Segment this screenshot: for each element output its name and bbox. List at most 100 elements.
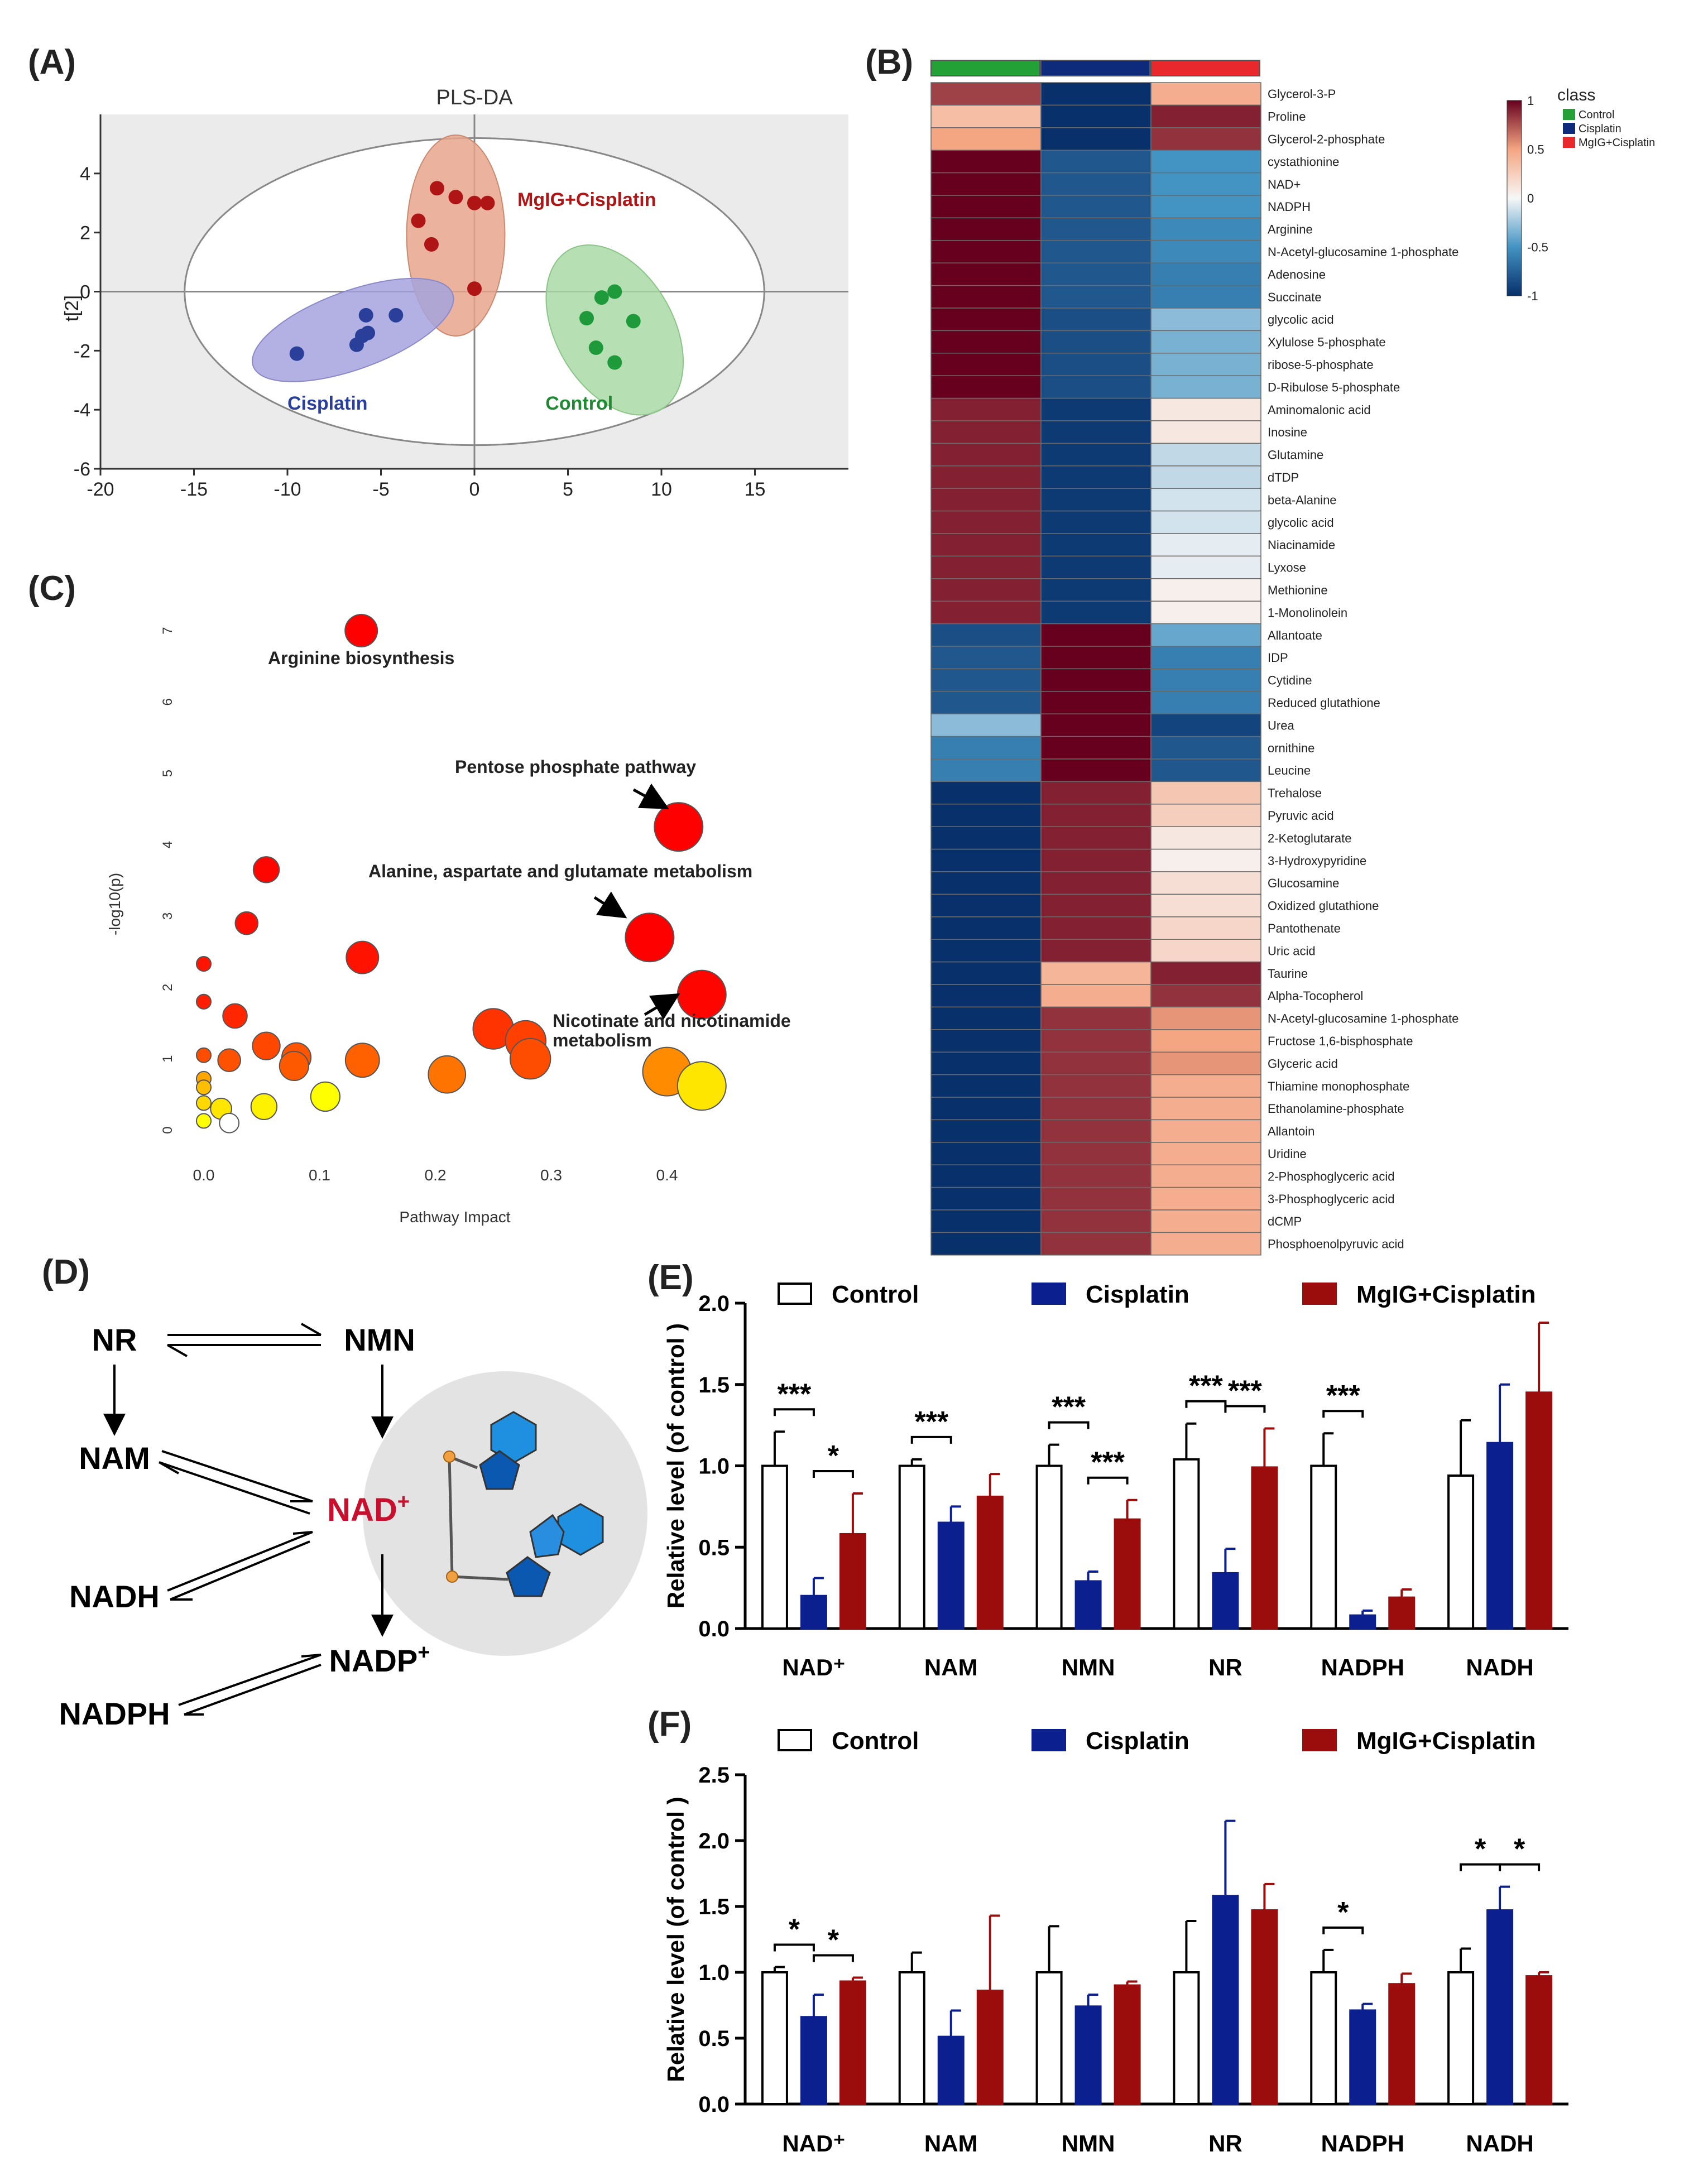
bar — [1212, 1572, 1239, 1630]
heatmap-cell — [1040, 217, 1152, 241]
significance-label: * — [828, 1440, 839, 1472]
scale-tick-label: 0.5 — [1527, 143, 1544, 157]
row-label: Cytidine — [1268, 674, 1312, 688]
x-tick-label: 10 — [651, 479, 672, 500]
significance-bracket — [1087, 1476, 1129, 1485]
heatmap-cell — [1150, 420, 1261, 444]
bar — [1251, 1909, 1278, 2106]
row-label: Allantoin — [1268, 1125, 1314, 1139]
heatmap-cell — [1150, 736, 1261, 760]
pls-point — [430, 181, 444, 196]
heatmap-cell — [1150, 668, 1261, 692]
heatmap-cell — [930, 871, 1042, 895]
pathway-bubble — [195, 1047, 212, 1063]
row-label: ornithine — [1268, 741, 1314, 755]
heatmap-cell — [1040, 758, 1152, 782]
heatmap-cell — [1150, 104, 1261, 128]
heatmap-cell — [1040, 375, 1152, 399]
row-label: NADPH — [1268, 200, 1311, 214]
heatmap-cell — [1040, 1209, 1152, 1233]
pathway-bubble — [344, 1043, 380, 1078]
node-nad-text: NAD — [327, 1492, 397, 1528]
heatmap-cell — [1150, 555, 1261, 579]
label-cisplatin: Cisplatin — [287, 393, 368, 414]
bar — [839, 1980, 866, 2106]
heatmap-cell — [1150, 217, 1261, 241]
heatmap-cell — [1040, 646, 1152, 670]
y-tick-label: 1.0 — [698, 1961, 730, 1985]
bar — [1349, 2009, 1376, 2105]
heatmap-cell — [930, 691, 1042, 714]
significance-label: *** — [1052, 1391, 1086, 1424]
heatmap-cell — [1040, 1164, 1152, 1188]
category-label: NADH — [1466, 2130, 1533, 2156]
bar-chart-e: 0.0 0.5 1.0 1.5 2.0 Relative level (of contro… — [663, 1281, 1568, 1680]
annotation-arginine: Arginine biosynthesis — [268, 648, 454, 668]
row-label: Urea — [1268, 718, 1294, 732]
significance-bracket — [1322, 1926, 1364, 1934]
nad-molecule-icon — [443, 1411, 604, 1597]
heatmap-cell — [930, 104, 1042, 128]
pathway-bubble — [344, 614, 378, 647]
heatmap-cell — [1040, 1051, 1152, 1075]
annotation-nicotinate-2: metabolism — [553, 1030, 652, 1050]
row-label: Phosphoenolpyruvic acid — [1268, 1237, 1404, 1251]
bar — [839, 1533, 866, 1630]
bar — [1251, 1466, 1278, 1630]
row-label: glycolic acid — [1268, 313, 1334, 326]
arrow-nam-nad — [161, 1450, 313, 1502]
bar — [1173, 1971, 1200, 2105]
x-tick-label: -20 — [87, 479, 114, 500]
heatmap-cell — [1150, 82, 1261, 106]
heatmap-cell — [1150, 1051, 1261, 1075]
pls-point — [424, 237, 439, 252]
bar — [937, 2035, 965, 2105]
heatmap-cell — [1040, 262, 1152, 286]
heatmap-cell — [1150, 939, 1261, 963]
row-label: Proline — [1268, 110, 1306, 124]
y-tick-label: 1.5 — [698, 1373, 730, 1397]
pls-point — [361, 325, 376, 340]
bar — [1525, 1391, 1553, 1630]
row-label: Lyxose — [1268, 561, 1306, 575]
y-axis-label: -log10(p) — [106, 873, 123, 935]
heatmap-cell — [1040, 713, 1152, 737]
node-nadp-text: NADP — [329, 1643, 418, 1678]
label-mglg: MgIG+Cisplatin — [517, 189, 656, 210]
y-tick-label: 0 — [160, 1126, 175, 1133]
legend-label: MgIG+Cisplatin — [1356, 1727, 1536, 1755]
category-label: NR — [1208, 1654, 1242, 1680]
pls-point — [594, 290, 609, 305]
node-nadph: NADPH — [59, 1696, 170, 1731]
bar — [1114, 1518, 1141, 1630]
row-label: dCMP — [1268, 1214, 1302, 1228]
category-label: NADPH — [1321, 2130, 1404, 2156]
row-label: Niacinamide — [1268, 538, 1335, 552]
pathway-bubble — [252, 856, 280, 883]
heatmap-cell — [1040, 1187, 1152, 1211]
heatmap-cell — [930, 488, 1042, 512]
heatmap-cell — [1040, 240, 1152, 263]
heatmap-cell — [1150, 848, 1261, 872]
heatmap-cell — [1040, 848, 1152, 872]
label-control: Control — [545, 393, 613, 414]
row-label: glycolic acid — [1268, 516, 1334, 530]
panel-label-e: (E) — [647, 1259, 694, 1297]
heatmap-cell — [1040, 1232, 1152, 1256]
heatmap-cell — [1150, 1097, 1261, 1121]
pathway-bubble — [250, 1093, 278, 1121]
pathway-bubble — [625, 912, 675, 963]
legend-swatch — [1563, 123, 1575, 134]
significance-bracket — [1499, 1863, 1541, 1871]
heatmap-cell — [1040, 1074, 1152, 1098]
legend-entry: MgIG+Cisplatin — [1579, 137, 1655, 149]
x-tick-label: 0.1 — [309, 1166, 330, 1184]
heatmap-cell — [1040, 1029, 1152, 1053]
annotation-pentose: Pentose phosphate pathway — [455, 757, 696, 777]
row-label: Trehalose — [1268, 786, 1322, 800]
heatmap-cell — [1040, 691, 1152, 714]
pathway-bubble — [428, 1055, 467, 1094]
arrow-nadp-nadph — [184, 1664, 322, 1716]
heatmap-cell — [930, 420, 1042, 444]
scale-tick-label: -1 — [1527, 289, 1538, 303]
